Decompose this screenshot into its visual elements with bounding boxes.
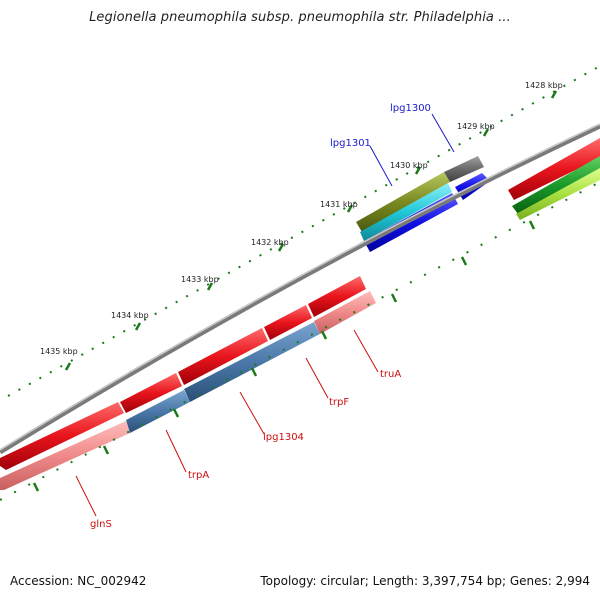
gene-label-trpA[interactable]: trpA bbox=[188, 470, 209, 481]
rna-band-steel-1[interactable] bbox=[126, 390, 190, 433]
gene-arrow-red-2[interactable] bbox=[120, 373, 182, 413]
gene-arrow-green[interactable] bbox=[512, 156, 600, 214]
gene-arrow-red-5[interactable] bbox=[308, 276, 366, 317]
gene-label-trpF[interactable]: trpF bbox=[329, 397, 349, 408]
kbp-label-1433: 1433 kbp bbox=[181, 275, 219, 284]
label-leaders bbox=[75, 113, 455, 517]
kbp-major-ticks bbox=[64, 90, 558, 371]
gene-label-glnS[interactable]: glnS bbox=[90, 519, 112, 530]
genome-summary-text: Topology: circular; Length: 3,397,754 bp… bbox=[260, 574, 590, 588]
inner-major-ticks bbox=[32, 220, 536, 492]
kbp-label-1434: 1434 kbp bbox=[111, 311, 149, 320]
kbp-label-1431: 1431 kbp bbox=[320, 200, 358, 209]
map-title: Legionella pneumophila subsp. pneumophil… bbox=[89, 10, 511, 25]
kbp-label-1432: 1432 kbp bbox=[251, 238, 289, 247]
genome-backbone-highlight bbox=[0, 123, 600, 451]
rna-band-steel-2[interactable] bbox=[184, 322, 320, 402]
gene-arrow-yellowgreen[interactable] bbox=[516, 168, 600, 220]
inner-scale-track bbox=[0, 181, 600, 501]
gene-arrow-red-3[interactable] bbox=[178, 328, 268, 385]
kbp-label-1428: 1428 kbp bbox=[525, 81, 563, 90]
accession-text: Accession: NC_002942 bbox=[10, 574, 147, 588]
gene-arrow-gray[interactable] bbox=[444, 156, 484, 182]
gene-label-lpg1304[interactable]: lpg1304 bbox=[263, 432, 304, 443]
gene-arrow-red-right[interactable] bbox=[508, 138, 600, 200]
kbp-label-1429: 1429 kbp bbox=[457, 122, 495, 131]
reverse-strand-genes bbox=[0, 276, 376, 490]
right-features bbox=[508, 138, 600, 220]
gene-arrow-cyan[interactable] bbox=[360, 183, 452, 241]
kbp-label-1430: 1430 kbp bbox=[390, 161, 428, 170]
kbp-label-1435: 1435 kbp bbox=[40, 347, 78, 356]
genome-backbone bbox=[0, 123, 600, 455]
gene-label-lpg1300[interactable]: lpg1300 bbox=[390, 103, 431, 114]
gene-arrow-olive[interactable] bbox=[356, 172, 450, 232]
kbp-scale-track bbox=[7, 65, 600, 397]
gene-label-truA[interactable]: truA bbox=[380, 369, 401, 380]
gene-arrow-red-4[interactable] bbox=[264, 305, 312, 340]
rna-band-pink-1[interactable] bbox=[0, 421, 130, 490]
gene-arrow-red-1[interactable] bbox=[0, 402, 124, 470]
gene-label-lpg1301[interactable]: lpg1301 bbox=[330, 138, 371, 149]
rna-band-pink-2[interactable] bbox=[314, 291, 376, 334]
